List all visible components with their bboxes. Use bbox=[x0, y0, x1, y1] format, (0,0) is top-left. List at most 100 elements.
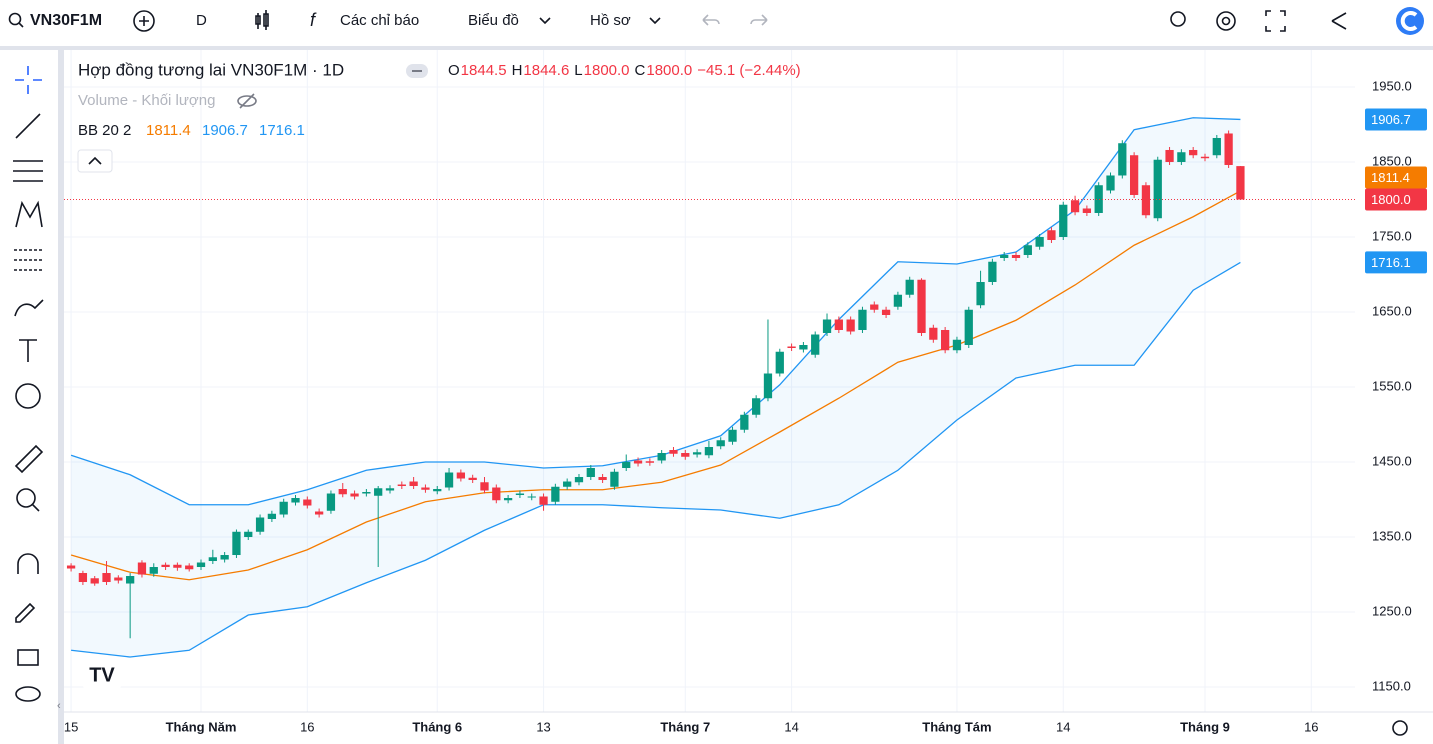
candle-body bbox=[1212, 137, 1221, 156]
ohlc-value: 1844.6 bbox=[523, 62, 569, 79]
ohlc-key: H bbox=[512, 62, 523, 79]
symbol[interactable]: VN30F1M bbox=[30, 12, 102, 29]
bb-legend-name: BB 20 2 bbox=[78, 122, 131, 139]
tv-logo-bg bbox=[80, 656, 124, 696]
dropdown-arrow bbox=[649, 17, 661, 25]
fullscreen-button[interactable] bbox=[1265, 10, 1286, 32]
candle-body bbox=[362, 492, 371, 494]
candle-body bbox=[326, 493, 336, 511]
candle-body bbox=[220, 555, 229, 560]
candle-body bbox=[976, 281, 985, 306]
chart-settings-button[interactable] bbox=[1392, 720, 1408, 736]
candle-body bbox=[870, 304, 879, 310]
candle-body bbox=[527, 496, 536, 498]
hide-tool[interactable] bbox=[15, 686, 41, 702]
candle-body bbox=[551, 486, 560, 502]
interval[interactable]: D bbox=[196, 12, 207, 29]
redo-button[interactable] bbox=[750, 14, 768, 26]
candle-body bbox=[102, 573, 111, 583]
candle-body bbox=[787, 346, 796, 348]
y-tick-label: 1950.0 bbox=[1372, 78, 1412, 93]
chart-type-button[interactable]: Biểu đồ bbox=[468, 12, 519, 29]
candle-body bbox=[1023, 245, 1032, 255]
candle-body bbox=[1035, 236, 1044, 247]
candle-body bbox=[78, 573, 88, 583]
candle-body bbox=[196, 562, 206, 568]
compare-button[interactable] bbox=[133, 10, 155, 32]
ohlc-legend: O 1844.5 H 1844.6 L 1800.0 C 1800.0 −45.1 (−2.44… bbox=[448, 62, 801, 79]
trend-line-tool[interactable] bbox=[15, 113, 41, 139]
lock-drawing-tool[interactable] bbox=[15, 602, 36, 623]
candle-body bbox=[173, 564, 182, 568]
plot bbox=[64, 50, 1355, 712]
price-badge bbox=[1365, 251, 1427, 274]
text-tool[interactable] bbox=[19, 339, 37, 362]
indicators-button[interactable]: Các chỉ báo bbox=[340, 12, 419, 29]
candle-body bbox=[834, 319, 843, 330]
x-tick-label: Tháng Tám bbox=[922, 719, 991, 734]
compare-plus bbox=[139, 16, 149, 26]
zoom-tool[interactable] bbox=[16, 488, 36, 508]
x-tick-label: 14 bbox=[784, 719, 798, 734]
candle-body bbox=[1047, 230, 1056, 240]
candle-body bbox=[586, 468, 595, 478]
settings-button[interactable] bbox=[1216, 11, 1236, 31]
candle-body bbox=[456, 472, 466, 479]
hidden-eye-icon[interactable] bbox=[237, 95, 257, 107]
candle-body bbox=[941, 329, 950, 351]
price-badge bbox=[1365, 166, 1427, 189]
candle-body bbox=[1011, 254, 1021, 258]
magnet-tool[interactable] bbox=[17, 553, 39, 574]
x-tick-label: Tháng Năm bbox=[166, 719, 237, 734]
share-button[interactable] bbox=[1331, 12, 1347, 30]
search-icon[interactable] bbox=[8, 12, 22, 26]
candle-body bbox=[657, 453, 666, 461]
x-tick-label: 13 bbox=[536, 719, 550, 734]
crosshair-tool[interactable] bbox=[15, 66, 42, 94]
candle-body bbox=[1224, 133, 1233, 165]
candle-body bbox=[66, 565, 76, 569]
collapse-toolbar[interactable]: ‹ bbox=[57, 700, 61, 712]
candle-body bbox=[728, 429, 737, 442]
emoji-tool[interactable] bbox=[15, 383, 41, 409]
candle-body bbox=[692, 452, 702, 455]
ohlc-value: 1800.0 bbox=[584, 62, 630, 79]
candle-body bbox=[858, 309, 867, 330]
collapse-legend-button[interactable] bbox=[77, 149, 113, 173]
candle-type-button[interactable] bbox=[255, 10, 269, 30]
pattern-tool[interactable] bbox=[15, 200, 43, 228]
candle-body bbox=[114, 577, 123, 581]
ohlc-value: 1800.0 bbox=[646, 62, 692, 79]
candle-body bbox=[881, 309, 891, 315]
candle-body bbox=[126, 576, 135, 584]
y-tick-label: 1250.0 bbox=[1372, 603, 1412, 618]
candle-body bbox=[811, 334, 820, 355]
candle-body bbox=[1165, 149, 1174, 162]
candle-body bbox=[633, 460, 643, 464]
measure-tool[interactable] bbox=[14, 444, 44, 474]
candle-body bbox=[681, 453, 690, 457]
left-toolbar bbox=[0, 50, 58, 744]
candle-body bbox=[988, 261, 997, 282]
candle-body bbox=[622, 462, 631, 469]
logo-mark bbox=[1400, 11, 1418, 31]
undo-button[interactable] bbox=[702, 14, 720, 26]
candle-body bbox=[409, 481, 418, 487]
candle-body bbox=[822, 319, 832, 333]
candle-body bbox=[291, 498, 300, 503]
fib-tool[interactable] bbox=[13, 160, 43, 182]
price-badge-label: 1906.7 bbox=[1371, 112, 1411, 127]
brush-tool[interactable] bbox=[14, 299, 44, 317]
profile-button[interactable]: Hồ sơ bbox=[590, 12, 631, 29]
x-tick-label: Tháng 9 bbox=[1180, 719, 1230, 734]
candle-body bbox=[492, 487, 501, 501]
bb-legend-upper: 1906.7 bbox=[202, 122, 248, 139]
alert-button[interactable] bbox=[1170, 11, 1186, 27]
candle-body bbox=[645, 461, 654, 463]
candle-body bbox=[232, 531, 241, 556]
candle-body bbox=[1236, 166, 1245, 200]
candle-body bbox=[421, 487, 430, 490]
bb-line bbox=[71, 261, 1241, 658]
lock-tool[interactable] bbox=[17, 649, 39, 666]
y-tick-label: 1350.0 bbox=[1372, 528, 1412, 543]
